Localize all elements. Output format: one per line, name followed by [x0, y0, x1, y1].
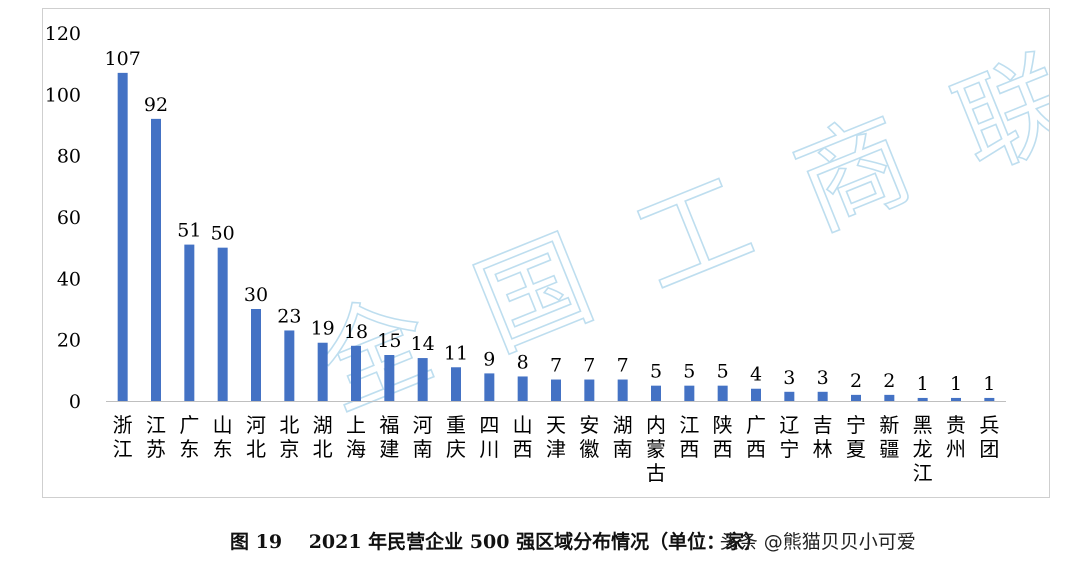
x-tick-label: 重庆 [446, 413, 466, 461]
x-tick-label: 吉林 [813, 413, 833, 461]
figure-number: 图 19 [230, 531, 283, 553]
data-label: 51 [177, 220, 201, 242]
data-label: 50 [211, 223, 235, 245]
data-label: 92 [144, 94, 168, 116]
bar [951, 397, 961, 401]
x-tick-label: 陕西 [713, 413, 733, 461]
bar [384, 355, 395, 401]
data-label: 23 [277, 305, 301, 327]
y-tick-label: 0 [69, 391, 81, 413]
source-watermark: 头条 @熊猫贝贝小可爱 [719, 531, 916, 553]
x-tick-label: 广东 [179, 413, 199, 461]
data-label: 15 [377, 330, 401, 352]
watermark-char: 国 [459, 214, 609, 374]
bar [884, 394, 895, 401]
x-tick-label: 湖南 [613, 413, 633, 461]
data-label: 18 [344, 321, 368, 343]
bar [717, 385, 728, 401]
bar [917, 397, 928, 401]
bar [317, 342, 328, 401]
x-tick-label: 安徽 [579, 413, 599, 461]
bar [117, 72, 128, 401]
x-tick-label: 福建 [379, 413, 399, 461]
watermark-char: 联 [939, 34, 1049, 194]
figure-title: 2021 年民营企业 500 强区域分布情况（单位：家） [308, 531, 764, 553]
x-tick-label: 新疆 [879, 413, 899, 461]
bar [451, 367, 461, 401]
x-tick-label: 黑龙江 [913, 413, 933, 485]
y-tick-label: 60 [57, 207, 81, 229]
bar [651, 385, 661, 401]
data-label: 7 [550, 355, 562, 377]
data-label: 7 [583, 355, 595, 377]
x-tick-label: 河北 [246, 413, 266, 461]
x-tick-label: 兵团 [979, 413, 999, 461]
bar [584, 379, 595, 401]
x-tick-label: 贵州 [946, 413, 966, 461]
data-label: 14 [411, 333, 435, 355]
x-tick-label: 辽宁 [779, 413, 799, 461]
watermark-char: 商 [779, 94, 929, 254]
y-tick-label: 100 [45, 84, 81, 106]
x-tick-label: 天津 [546, 413, 566, 461]
bar [617, 379, 628, 401]
data-label: 5 [683, 361, 695, 383]
x-tick-label: 河南 [413, 413, 433, 461]
bar [684, 385, 695, 401]
bar [151, 118, 161, 401]
data-label: 3 [817, 367, 829, 389]
data-label: 5 [650, 361, 662, 383]
figure-caption: 图 19 2021 年民营企业 500 强区域分布情况（单位：家） 头条 @熊猫… [230, 527, 936, 557]
data-label: 11 [444, 342, 468, 364]
data-label: 8 [517, 351, 529, 373]
data-label: 2 [883, 370, 895, 392]
x-tick-label: 湖北 [313, 413, 333, 461]
data-label: 4 [750, 364, 762, 386]
data-label: 2 [850, 370, 862, 392]
data-label: 5 [717, 361, 729, 383]
bar [251, 309, 261, 401]
x-tick-label: 上海 [346, 413, 366, 461]
bar [351, 345, 361, 401]
bar [284, 330, 295, 401]
y-tick-label: 20 [57, 330, 81, 352]
data-label: 3 [783, 367, 795, 389]
bar [851, 394, 861, 401]
bar [217, 247, 228, 401]
bar [484, 373, 495, 401]
x-tick-label: 宁夏 [846, 413, 866, 461]
data-label: 107 [105, 48, 141, 70]
y-tick-label: 120 [45, 23, 81, 45]
x-tick-label: 广西 [746, 413, 766, 461]
x-tick-label: 四川 [479, 413, 499, 461]
bar [751, 388, 761, 401]
bar [417, 358, 428, 401]
bar [184, 244, 195, 401]
bar-chart: 全国工商联020406080100120107浙江92江苏51广东50山东30河… [45, 23, 1049, 485]
bar [984, 397, 995, 401]
bar [784, 391, 795, 401]
data-label: 1 [917, 373, 929, 395]
data-label: 19 [311, 318, 335, 340]
watermark: 全国工商联 [298, 33, 1049, 434]
bar [517, 376, 528, 401]
bar [551, 379, 561, 401]
x-tick-label: 内蒙古 [646, 413, 666, 485]
data-label: 7 [617, 355, 629, 377]
data-label: 1 [950, 373, 962, 395]
y-tick-label: 40 [57, 268, 81, 290]
x-tick-label: 浙江 [113, 413, 133, 461]
x-tick-label: 江苏 [146, 413, 166, 461]
data-label: 9 [483, 348, 495, 370]
x-tick-label: 山东 [213, 413, 233, 461]
y-tick-label: 80 [57, 146, 81, 168]
x-tick-label: 北京 [279, 413, 299, 461]
x-tick-label: 山西 [513, 413, 533, 461]
data-label: 30 [244, 284, 268, 306]
x-tick-label: 江西 [679, 413, 699, 461]
watermark-char: 工 [619, 154, 769, 314]
chart-frame: 全国工商联 0 20 40 60 80 100 120 107 浙江 92 江苏 51 广东 50 山东 30 河… [42, 8, 1050, 498]
data-label: 1 [983, 373, 995, 395]
bar [817, 391, 828, 401]
